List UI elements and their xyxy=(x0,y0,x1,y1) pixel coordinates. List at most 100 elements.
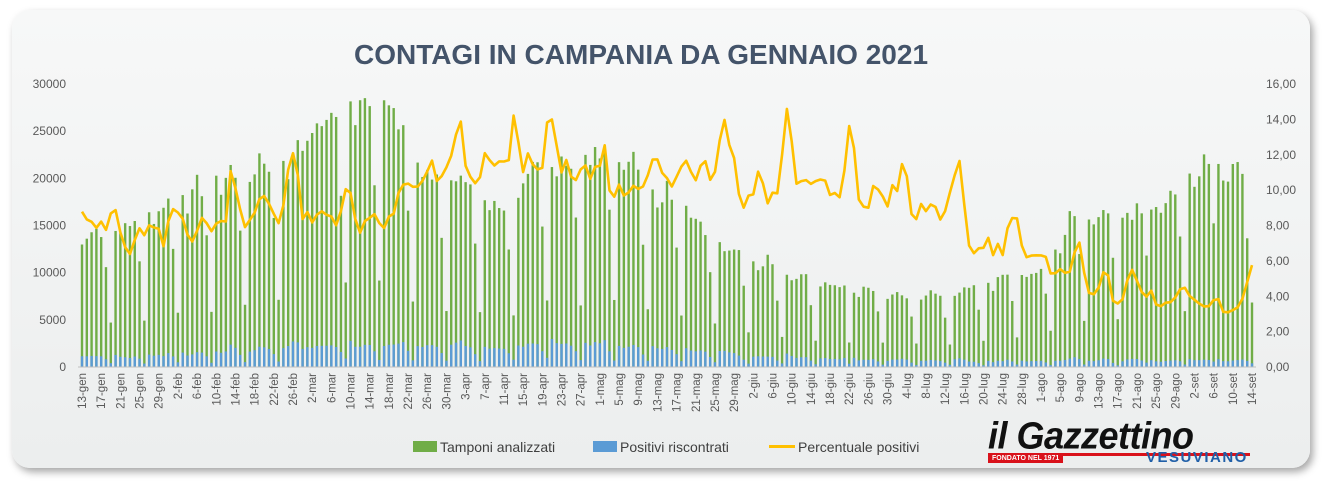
positivi-bar xyxy=(1130,358,1134,367)
tamponi-bar xyxy=(536,162,539,367)
positivi-bar xyxy=(843,357,846,367)
positivi-bar xyxy=(665,347,669,367)
y-left-tick-label: 5000 xyxy=(39,313,66,327)
positivi-bar xyxy=(330,345,333,367)
legend-label-percentuale: Percentuale positivi xyxy=(798,439,919,455)
positivi-bar xyxy=(1222,361,1225,367)
positivi-bar xyxy=(1030,361,1033,367)
positivi-bar xyxy=(478,361,482,367)
tamponi-bar xyxy=(152,223,156,367)
positivi-bar xyxy=(795,357,798,367)
positivi-bar xyxy=(445,360,448,367)
tamponi-bar xyxy=(497,208,501,367)
positivi-bar xyxy=(306,347,309,367)
tamponi-bar xyxy=(1193,186,1196,367)
x-tick-label: 26-mar xyxy=(422,373,434,410)
x-tick-label: 17-mag xyxy=(672,373,684,412)
positivi-bar xyxy=(373,351,376,367)
x-tick-label: 18-mar xyxy=(384,373,396,410)
positivi-bar xyxy=(426,345,429,367)
positivi-bar xyxy=(392,344,395,367)
positivi-bar xyxy=(790,355,793,367)
positivi-bar xyxy=(1250,363,1254,367)
x-tick-label: 25-gen xyxy=(135,373,147,409)
logo-red-bar xyxy=(988,453,1250,456)
x-tick-label: 21-gen xyxy=(115,373,127,409)
tamponi-bar xyxy=(637,169,640,367)
tamponi-bar xyxy=(963,287,966,367)
positivi-bar xyxy=(824,358,827,367)
positivi-bar xyxy=(291,341,295,367)
positivi-bar xyxy=(1145,362,1148,367)
positivi-bar xyxy=(569,345,573,367)
positivi-bar xyxy=(474,354,477,367)
x-tick-label: 23-apr xyxy=(557,373,569,406)
positivi-bar xyxy=(1020,360,1024,367)
positivi-bar xyxy=(545,357,549,367)
positivi-bar xyxy=(286,346,290,367)
positivi-bar xyxy=(661,348,664,367)
x-tick-label: 12-lug xyxy=(940,373,952,405)
positivi-bar xyxy=(891,359,894,367)
x-tick-label: 6-giu xyxy=(768,373,780,399)
tamponi-bar xyxy=(229,164,232,367)
tamponi-bar xyxy=(1044,293,1048,367)
tamponi-bar xyxy=(1011,300,1014,367)
x-tick-label: 13-gen xyxy=(77,373,89,409)
legend-swatch-positivi xyxy=(593,441,617,452)
tamponi-bar xyxy=(661,202,664,367)
tamponi-bar xyxy=(694,218,697,367)
x-tick-label: 21-mag xyxy=(691,373,703,412)
tamponi-bar xyxy=(133,221,136,367)
positivi-bar xyxy=(637,347,640,367)
tamponi-bar xyxy=(123,223,127,367)
x-tick-label: 16-lug xyxy=(959,373,971,405)
positivi-bar xyxy=(939,361,942,367)
tamponi-bar xyxy=(1150,209,1153,367)
tamponi-bar xyxy=(776,300,779,367)
tamponi-bar xyxy=(162,207,165,367)
tamponi-bar xyxy=(627,161,630,367)
tamponi-bar xyxy=(334,116,338,367)
tamponi-bar xyxy=(378,280,381,367)
tamponi-bar xyxy=(1159,212,1163,367)
positivi-bar xyxy=(435,346,439,367)
tamponi-bar xyxy=(200,196,204,367)
positivi-bar xyxy=(689,350,693,367)
positivi-bar xyxy=(382,346,386,367)
y-left-tick-label: 20000 xyxy=(33,171,67,185)
positivi-bar xyxy=(133,356,136,367)
positivi-bar xyxy=(114,354,117,367)
tamponi-bar xyxy=(910,316,913,367)
tamponi-bar xyxy=(982,340,985,367)
tamponi-bar xyxy=(416,162,419,367)
tamponi-bar xyxy=(790,280,793,367)
positivi-bar xyxy=(344,358,347,367)
tamponi-bar xyxy=(843,285,846,367)
positivi-bar xyxy=(253,350,256,367)
positivi-bar xyxy=(627,346,630,367)
tamponi-bar xyxy=(195,174,199,367)
tamponi-bar xyxy=(397,129,400,367)
positivi-bar xyxy=(267,348,271,367)
tamponi-bar xyxy=(987,282,990,367)
x-tick-label: 1-mag xyxy=(595,373,607,406)
positivi-bar xyxy=(90,355,93,367)
tamponi-bar xyxy=(186,213,189,367)
tamponi-bar xyxy=(732,249,736,367)
positivi-bar xyxy=(934,360,937,367)
tamponi-bar xyxy=(315,123,319,367)
tamponi-bar xyxy=(224,177,228,367)
positivi-bar xyxy=(550,339,554,367)
tamponi-bar xyxy=(804,274,808,367)
tamponi-bar xyxy=(541,226,544,367)
positivi-bar xyxy=(732,353,736,367)
tamponi-bar xyxy=(258,153,261,367)
positivi-bar xyxy=(234,347,237,367)
tamponi-bar xyxy=(234,177,237,367)
positivi-bar xyxy=(963,359,966,367)
tamponi-bar xyxy=(243,304,247,367)
positivi-bar xyxy=(526,343,530,367)
positivi-bar xyxy=(334,346,338,367)
positivi-bar xyxy=(910,362,913,367)
